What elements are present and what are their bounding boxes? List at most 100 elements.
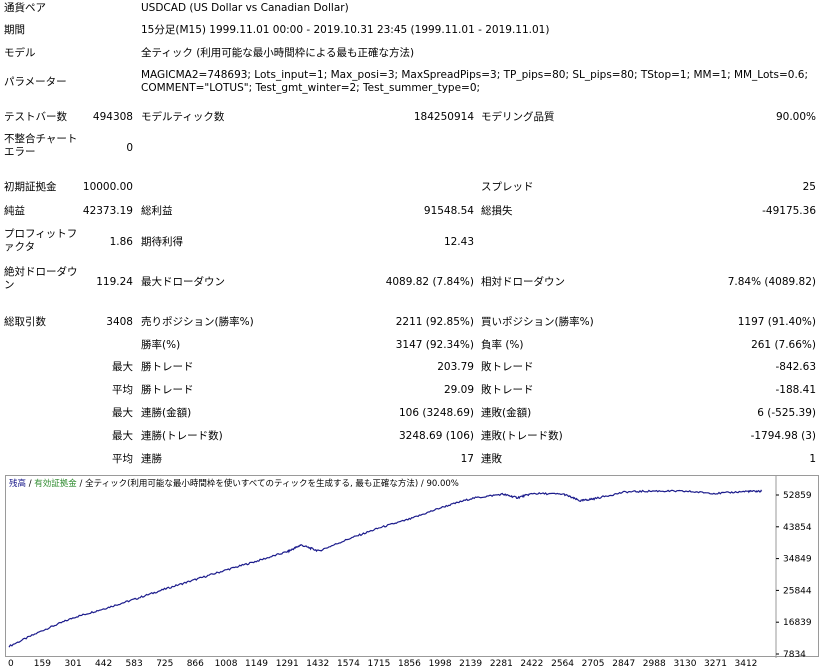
max-cons-loss-count-value: -1794.98 (3) bbox=[750, 430, 816, 442]
period-value: 15分足(M15) 1999.11.01 00:00 - 2019.10.31 … bbox=[141, 24, 550, 36]
balance-chart: 残高 / 有効証拠金 / 全ティック(利用可能な最小時間枠を使いすべてのティック… bbox=[5, 475, 819, 658]
quality-value: 90.00% bbox=[775, 111, 816, 123]
balance-series-line bbox=[8, 489, 763, 648]
legend-model-description: 全ティック(利用可能な最小時間枠を使いすべてのティックを生成する, 最も正確な方… bbox=[85, 479, 419, 489]
x-tick-label: 442 bbox=[95, 659, 112, 669]
spread-value: 25 bbox=[802, 181, 816, 193]
model-label: モデル bbox=[4, 47, 36, 59]
x-tick-label: 1574 bbox=[337, 659, 360, 669]
avg-cons-losses-value: 1 bbox=[809, 453, 816, 465]
avg-cons-losses-label: 連敗 bbox=[481, 453, 502, 465]
x-tick-label: 2281 bbox=[490, 659, 513, 669]
legend-equity: 有効証拠金 bbox=[34, 479, 77, 489]
bars-value: 494308 bbox=[92, 111, 133, 123]
x-tick-label: 2139 bbox=[459, 659, 482, 669]
x-tick-label: 2847 bbox=[612, 659, 635, 669]
y-tick-label: 25844 bbox=[783, 586, 812, 596]
long-positions-value: 1197 (91.40%) bbox=[737, 316, 816, 328]
symbol-label: 通貨ペア bbox=[4, 2, 46, 14]
max-cons-profit-count-label: 連勝(トレード数) bbox=[141, 430, 223, 442]
profit-factor-value: 1.86 bbox=[109, 236, 133, 248]
x-axis: 0 159 301 442 583 725 866 1008 1149 1291 1432 1574 1… bbox=[8, 659, 757, 669]
params-line1: MAGICMA2=748693; Lots_input=1; Max_posi=… bbox=[141, 69, 809, 81]
period-label: 期間 bbox=[4, 24, 25, 36]
ticks-value: 184250914 bbox=[413, 111, 474, 123]
largest-prefix: 最大 bbox=[112, 361, 133, 373]
total-trades-label: 総取引数 bbox=[4, 316, 46, 328]
largest-loss-value: -842.63 bbox=[775, 361, 816, 373]
legend-separator: / bbox=[76, 479, 86, 489]
bars-label: テストバー数 bbox=[4, 111, 67, 123]
gross-profit-label: 総利益 bbox=[141, 205, 173, 217]
chart-legend: 残高 / 有効証拠金 / 全ティック(利用可能な最小時間枠を使いすべてのティック… bbox=[9, 479, 459, 490]
deposit-value: 10000.00 bbox=[82, 181, 133, 193]
x-tick-label: 301 bbox=[65, 659, 82, 669]
legend-balance: 残高 bbox=[9, 479, 27, 489]
profit-factor-label: プロフィットファクタ bbox=[4, 228, 78, 253]
total-trades-value: 3408 bbox=[106, 316, 133, 328]
largest-win-value: 203.79 bbox=[437, 361, 474, 373]
largest-prefix-2: 最大 bbox=[112, 407, 133, 419]
model-value: 全ティック (利用可能な最小時間枠による最も正確な方法) bbox=[141, 47, 415, 59]
y-tick-label: 52859 bbox=[783, 491, 812, 501]
x-tick-label: 3130 bbox=[674, 659, 697, 669]
spread-label: スプレッド bbox=[481, 181, 534, 193]
legend-quality: 90.00% bbox=[426, 479, 459, 489]
legend-separator: / bbox=[418, 479, 427, 489]
x-tick-label: 1432 bbox=[306, 659, 329, 669]
x-tick-label: 866 bbox=[187, 659, 204, 669]
loss-pct-value: 261 (7.66%) bbox=[751, 339, 816, 351]
max-cons-wins-money-label: 連勝(金額) bbox=[141, 407, 192, 419]
rel-dd-value: 7.84% (4089.82) bbox=[727, 276, 816, 288]
max-cons-losses-money-label: 連敗(金額) bbox=[481, 407, 532, 419]
deposit-label: 初期証拠金 bbox=[4, 181, 57, 193]
expected-payoff-label: 期待利得 bbox=[141, 236, 183, 248]
chart-plot-area: 52859 43854 34849 25844 16839 7834 bbox=[8, 476, 812, 658]
largest-loss-label: 敗トレード bbox=[481, 361, 534, 373]
short-positions-label: 売りポジション(勝率%) bbox=[141, 316, 254, 328]
win-pct-label: 勝率(%) bbox=[141, 339, 181, 351]
legend-separator: / bbox=[26, 479, 35, 489]
abs-dd-value: 119.24 bbox=[96, 276, 133, 288]
largest-prefix-3: 最大 bbox=[112, 430, 133, 442]
net-profit-label: 純益 bbox=[4, 205, 25, 217]
win-pct-value: 3147 (92.34%) bbox=[395, 339, 474, 351]
x-tick-label: 0 bbox=[8, 659, 14, 669]
avg-loss-value: -188.41 bbox=[775, 384, 816, 396]
x-tick-label: 1998 bbox=[429, 659, 452, 669]
short-positions-value: 2211 (92.85%) bbox=[395, 316, 474, 328]
y-tick-label: 34849 bbox=[783, 555, 812, 565]
average-prefix: 平均 bbox=[112, 384, 133, 396]
largest-win-label: 勝トレード bbox=[141, 361, 194, 373]
net-profit-value: 42373.19 bbox=[82, 205, 133, 217]
params-line2: COMMENT="LOTUS"; Test_gmt_winter=2; Test… bbox=[141, 82, 481, 94]
avg-cons-wins-value: 17 bbox=[460, 453, 474, 465]
mismatch-label: 不整合チャート エラー bbox=[4, 133, 78, 158]
avg-cons-wins-label: 連勝 bbox=[141, 453, 162, 465]
x-tick-label: 583 bbox=[126, 659, 143, 669]
x-tick-label: 2988 bbox=[643, 659, 666, 669]
x-tick-label: 1715 bbox=[367, 659, 390, 669]
x-tick-label: 1008 bbox=[215, 659, 238, 669]
avg-loss-label: 敗トレード bbox=[481, 384, 534, 396]
average-prefix-2: 平均 bbox=[112, 453, 133, 465]
ticks-label: モデルティック数 bbox=[141, 111, 225, 123]
rel-dd-label: 相対ドローダウン bbox=[481, 276, 565, 288]
avg-win-value: 29.09 bbox=[443, 384, 474, 396]
x-tick-label: 2564 bbox=[551, 659, 574, 669]
y-tick-label: 7834 bbox=[783, 650, 806, 658]
max-dd-label: 最大ドローダウン bbox=[141, 276, 225, 288]
abs-dd-label: 絶対ドローダウン bbox=[4, 266, 78, 291]
x-tick-label: 1291 bbox=[276, 659, 299, 669]
expected-payoff-value: 12.43 bbox=[443, 236, 474, 248]
max-cons-wins-money-value: 106 (3248.69) bbox=[399, 407, 474, 419]
y-tick-label: 16839 bbox=[783, 618, 812, 628]
x-tick-label: 2422 bbox=[520, 659, 543, 669]
x-tick-label: 725 bbox=[156, 659, 173, 669]
symbol-value: USDCAD (US Dollar vs Canadian Dollar) bbox=[141, 2, 349, 14]
max-cons-loss-count-label: 連敗(トレード数) bbox=[481, 430, 563, 442]
x-tick-label: 2705 bbox=[582, 659, 605, 669]
max-cons-profit-count-value: 3248.69 (106) bbox=[399, 430, 474, 442]
loss-pct-label: 負率 (%) bbox=[481, 339, 524, 351]
x-tick-label: 1149 bbox=[245, 659, 268, 669]
